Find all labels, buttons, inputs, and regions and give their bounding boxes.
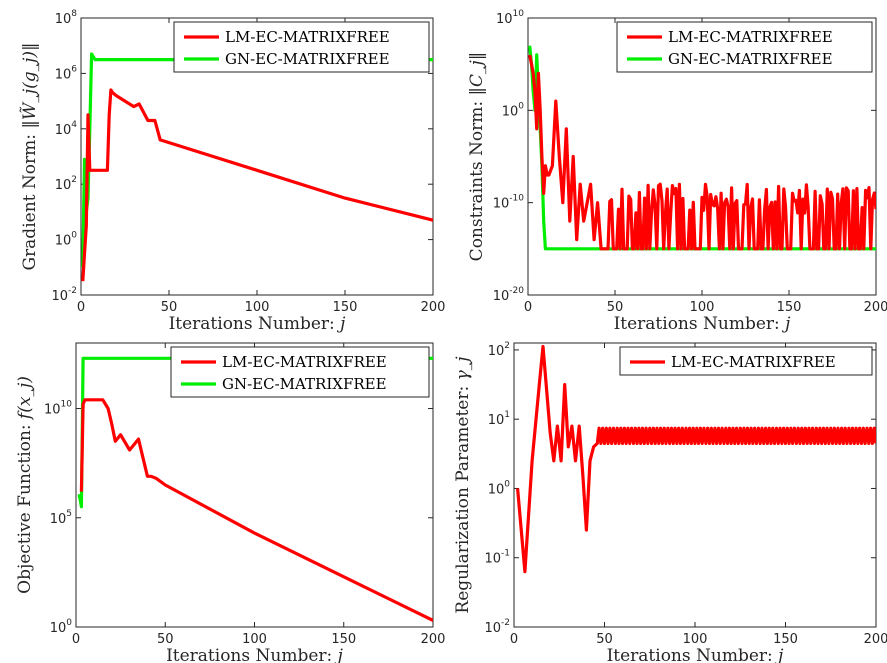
y-axis-label: Regularization Parameter: γ_j	[453, 356, 473, 614]
x-tick-label: 0	[72, 632, 80, 647]
series-line-gn	[77, 356, 433, 509]
plot-area	[513, 342, 877, 628]
x-tick-label: 50	[596, 632, 613, 647]
x-tick-label: 50	[157, 632, 174, 647]
y-tick-label: 105	[50, 509, 72, 527]
x-tick-label: 0	[77, 300, 85, 315]
chart-p2: 0 50 100 150 200 10-20 10-10 100 1010 LM-EC-MATRI…	[467, 9, 887, 334]
legend-label: LM-EC-MATRIXFREE	[225, 28, 390, 46]
series-line-lm	[516, 344, 876, 574]
y-tick-label: 100	[502, 101, 525, 119]
x-axis-label: Iterations Number: j	[614, 314, 792, 334]
legend-label: GN-EC-MATRIXFREE	[668, 50, 833, 68]
y-axis-label: Gradient Norm: ‖W̃_j(g_j)‖	[20, 42, 40, 270]
x-axis-label: Iterations Number: j	[166, 646, 344, 663]
legend-box	[616, 21, 873, 73]
legend-label: LM-EC-MATRIXFREE	[668, 28, 833, 46]
y-tick-label: 10-10	[493, 194, 525, 212]
series-line-lm	[79, 398, 433, 622]
y-tick-label: 10-2	[51, 286, 77, 304]
y-axis-label: Objective Function: f(x_j)	[15, 376, 35, 594]
chart-p3: 0 50 100 150 200 100 105 1010 LM-EC-MATRIXFREE GN…	[15, 342, 446, 663]
x-tick-label: 100	[683, 632, 708, 647]
series-line-lm	[81, 88, 433, 282]
chart-p4: 0 50 100 150 200 10-2 10-1 100 101 102 LM-EC-MATRI…	[453, 341, 887, 663]
legend-label: GN-EC-MATRIXFREE	[222, 375, 387, 393]
x-tick-label: 150	[773, 632, 798, 647]
x-tick-label: 200	[421, 300, 446, 315]
legend-label: LM-EC-MATRIXFREE	[222, 353, 387, 371]
x-tick-label: 200	[864, 300, 887, 315]
legend-label: GN-EC-MATRIXFREE	[225, 50, 390, 68]
y-tick-label: 100	[55, 231, 78, 249]
series-line-gn	[81, 52, 433, 268]
y-tick-label: 1010	[44, 400, 72, 418]
x-tick-label: 100	[245, 300, 270, 315]
series-line-lm	[528, 54, 876, 251]
x-axis-label: Iterations Number: j	[169, 314, 347, 334]
x-tick-label: 50	[161, 300, 178, 315]
y-tick-label: 102	[55, 175, 77, 193]
legend-label: LM-EC-MATRIXFREE	[671, 353, 836, 371]
legend-box	[170, 346, 430, 398]
y-tick-label: 100	[488, 479, 511, 497]
y-tick-label: 102	[488, 341, 510, 359]
x-tick-label: 100	[690, 300, 715, 315]
x-axis-label: Iterations Number: j	[607, 646, 785, 663]
x-tick-label: 200	[421, 632, 446, 647]
x-tick-label: 0	[524, 300, 532, 315]
x-tick-label: 0	[510, 632, 518, 647]
y-tick-label: 104	[55, 120, 78, 138]
y-tick-label: 101	[488, 410, 510, 428]
y-tick-label: 100	[50, 618, 73, 636]
y-tick-label: 1010	[496, 9, 524, 27]
x-tick-label: 150	[333, 300, 358, 315]
x-tick-label: 50	[607, 300, 624, 315]
y-tick-label: 106	[55, 64, 78, 82]
y-tick-label: 108	[55, 9, 78, 27]
y-axis-label: Constraints Norm: ‖C_j‖	[467, 52, 487, 262]
x-tick-label: 200	[864, 632, 887, 647]
x-tick-label: 150	[777, 300, 802, 315]
legend-box	[173, 21, 430, 73]
x-tick-label: 100	[242, 632, 267, 647]
y-tick-label: 10-20	[493, 286, 525, 304]
chart-p1: 0 50 100 150 200 10-2 100 102 104 106 108 LM-EC-MAT…	[20, 9, 446, 334]
x-tick-label: 150	[331, 632, 356, 647]
y-tick-label: 10-1	[484, 549, 510, 567]
y-tick-label: 10-2	[484, 618, 510, 636]
